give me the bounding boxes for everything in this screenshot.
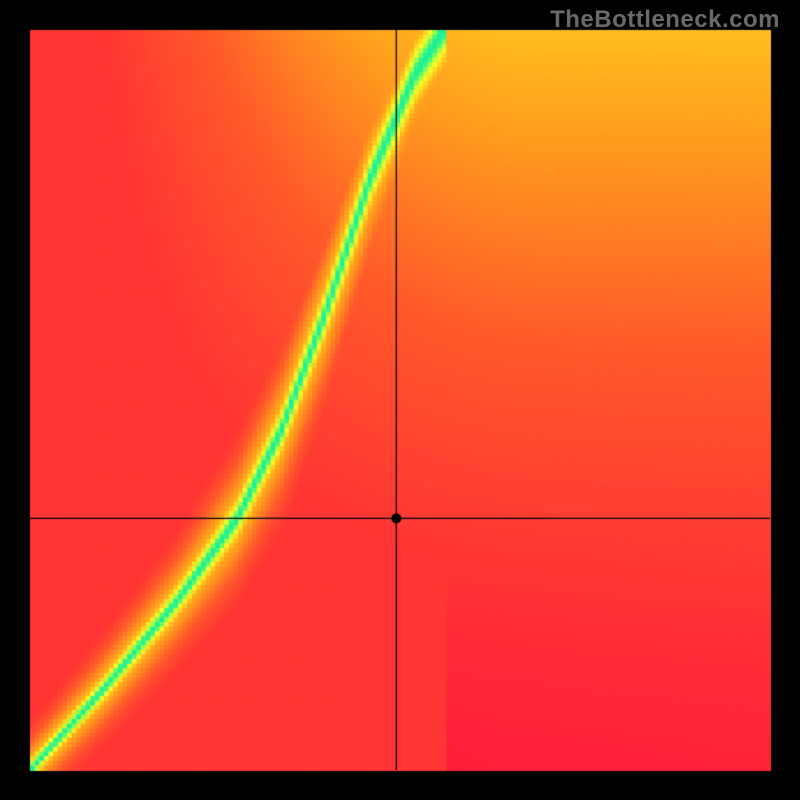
heatmap-canvas <box>0 0 800 800</box>
chart-container: TheBottleneck.com <box>0 0 800 800</box>
watermark-text: TheBottleneck.com <box>550 6 780 34</box>
